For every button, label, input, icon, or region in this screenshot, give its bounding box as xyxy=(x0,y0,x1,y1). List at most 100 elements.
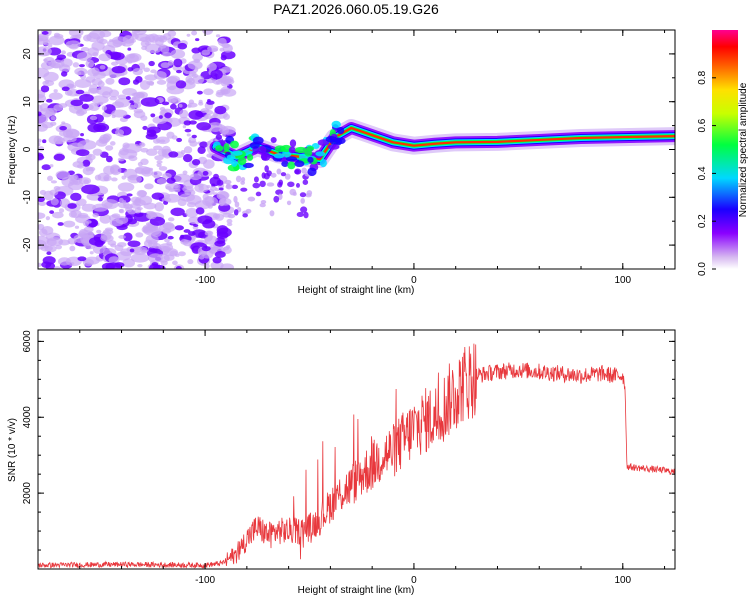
noise-speckle xyxy=(72,161,84,168)
noise-speckle xyxy=(270,172,277,178)
noise-speckle xyxy=(226,222,233,227)
noise-speckle xyxy=(77,139,97,150)
noise-speckle xyxy=(127,67,134,72)
noise-speckle xyxy=(183,120,192,126)
noise-speckle xyxy=(158,243,174,252)
noise-speckle xyxy=(180,234,185,239)
ridge-blob xyxy=(252,136,264,145)
ridge-blob xyxy=(270,137,277,143)
noise-speckle xyxy=(143,67,151,73)
noise-speckle xyxy=(53,89,58,93)
noise-speckle xyxy=(253,176,259,183)
noise-speckle xyxy=(117,242,127,248)
noise-speckle xyxy=(146,126,161,134)
noise-speckle xyxy=(195,38,200,42)
colorbar-tick-label: 0.6 xyxy=(697,118,708,132)
noise-speckle xyxy=(214,251,226,258)
noise-speckle xyxy=(276,168,282,175)
noise-speckle xyxy=(189,140,198,147)
noise-speckle xyxy=(133,101,142,109)
noise-speckle xyxy=(219,125,236,135)
noise-speckle xyxy=(266,182,275,187)
ridge-blob xyxy=(242,162,254,169)
noise-speckle xyxy=(129,248,135,253)
noise-speckle xyxy=(40,61,55,70)
noise-speckle xyxy=(117,157,125,162)
spectrogram-y-ticks: -20 -10 0 10 20 xyxy=(22,29,675,270)
ridge-blob xyxy=(307,167,317,177)
noise-speckle xyxy=(153,145,163,151)
noise-speckle xyxy=(119,147,129,156)
noise-speckle xyxy=(81,103,89,110)
noise-speckle xyxy=(204,235,218,245)
ridge-blob xyxy=(327,144,340,150)
noise-speckle xyxy=(247,196,256,202)
noise-speckle xyxy=(209,186,218,191)
noise-speckle xyxy=(74,67,88,76)
noise-speckle xyxy=(144,74,158,81)
colorbar: 0.0 0.2 0.4 0.6 0.8 Normalized spectral ampl… xyxy=(697,30,749,276)
noise-speckle xyxy=(178,251,186,257)
noise-speckle xyxy=(109,96,118,101)
noise-speckle xyxy=(130,253,150,263)
noise-speckle xyxy=(168,217,175,222)
noise-speckle xyxy=(79,93,94,102)
noise-speckle xyxy=(87,154,92,158)
noise-speckle xyxy=(194,183,209,193)
noise-speckle xyxy=(215,80,220,85)
noise-speckle xyxy=(163,193,181,203)
noise-speckle xyxy=(105,145,114,151)
noise-speckle xyxy=(220,54,227,61)
noise-speckle xyxy=(220,198,227,204)
noise-speckle xyxy=(154,202,165,212)
noise-speckle xyxy=(81,203,97,212)
noise-speckle xyxy=(137,161,143,167)
noise-speckle xyxy=(173,173,191,183)
noise-speckle xyxy=(127,240,141,248)
noise-speckle xyxy=(89,251,94,255)
noise-speckle xyxy=(128,155,135,159)
noise-speckle xyxy=(160,62,170,69)
noise-speckle xyxy=(97,172,110,182)
x-tick-label: 100 xyxy=(614,275,631,286)
noise-speckle xyxy=(127,218,138,225)
noise-speckle xyxy=(69,245,76,252)
noise-speckle xyxy=(172,260,178,266)
x-tick-label: 0 xyxy=(411,575,417,586)
noise-speckle xyxy=(75,89,85,95)
noise-speckle xyxy=(226,218,233,224)
noise-speckle xyxy=(50,197,59,206)
noise-speckle xyxy=(215,34,221,38)
noise-speckle xyxy=(196,122,212,131)
noise-speckle xyxy=(134,207,142,214)
noise-speckle xyxy=(38,235,50,245)
noise-speckle xyxy=(38,212,46,220)
noise-speckle xyxy=(151,262,159,267)
noise-speckle xyxy=(134,212,144,218)
noise-speckle xyxy=(45,216,51,221)
noise-speckle xyxy=(53,186,61,191)
noise-speckle xyxy=(95,86,113,96)
noise-speckle xyxy=(53,153,65,161)
noise-speckle xyxy=(300,197,305,204)
y-tick-label: 4000 xyxy=(22,406,33,429)
noise-speckle xyxy=(204,230,214,236)
noise-speckle xyxy=(94,240,104,248)
ridge-blob xyxy=(294,146,307,154)
noise-speckle xyxy=(58,239,71,246)
y-tick-label: 20 xyxy=(22,48,33,60)
ridge-blob xyxy=(315,151,326,157)
noise-speckle xyxy=(156,136,170,145)
noise-speckle xyxy=(105,77,115,85)
noise-speckle xyxy=(148,253,163,263)
noise-speckle xyxy=(38,142,41,147)
noise-speckle xyxy=(61,50,66,55)
noise-speckle xyxy=(50,180,58,184)
noise-speckle xyxy=(148,60,155,67)
noise-speckle xyxy=(259,180,266,188)
noise-speckle xyxy=(170,103,177,110)
noise-speckle xyxy=(70,99,84,107)
y-tick-label: 6000 xyxy=(22,330,33,353)
noise-speckle xyxy=(169,250,179,257)
noise-speckle xyxy=(150,113,156,118)
